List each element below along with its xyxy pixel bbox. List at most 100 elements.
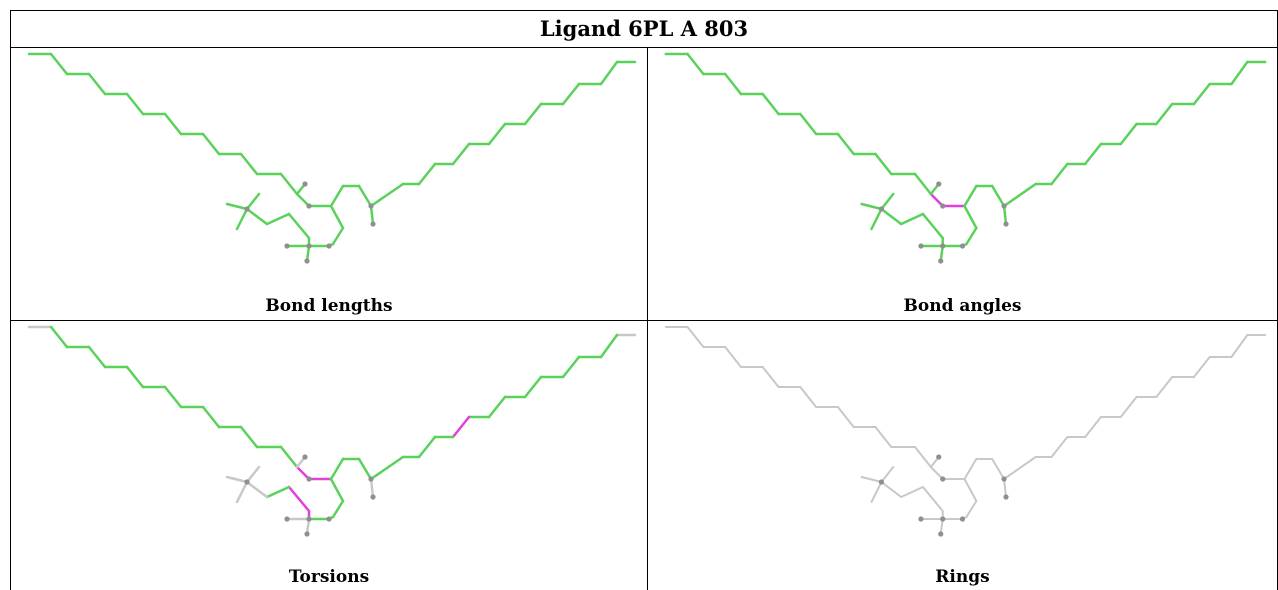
bond — [874, 152, 893, 176]
atom — [1003, 494, 1009, 500]
molecule-bond-angles — [664, 52, 1267, 264]
bond — [245, 192, 261, 211]
bond — [1003, 456, 1037, 480]
atom — [284, 243, 290, 249]
panel-rings: Rings — [648, 321, 1277, 590]
bond — [1119, 396, 1138, 418]
bond — [201, 132, 221, 156]
bond — [125, 365, 145, 389]
bond — [49, 52, 69, 76]
bond — [239, 152, 259, 176]
bond — [1230, 334, 1249, 358]
bond — [523, 375, 543, 399]
bond — [245, 465, 261, 484]
atom — [326, 516, 332, 522]
bond — [295, 465, 311, 481]
bond — [279, 172, 299, 196]
bond — [49, 325, 69, 349]
atom — [938, 531, 944, 537]
bond — [914, 446, 932, 468]
bond — [799, 386, 818, 408]
bond — [965, 500, 978, 518]
bond — [1192, 82, 1211, 106]
atom — [1003, 221, 1009, 227]
atom — [302, 454, 308, 460]
bond — [163, 385, 183, 409]
bond — [357, 457, 373, 481]
bond — [963, 478, 978, 502]
bond — [761, 92, 780, 116]
bond — [880, 481, 903, 498]
bond — [799, 112, 818, 136]
bond — [1002, 204, 1008, 226]
bond — [357, 184, 373, 208]
atom — [936, 454, 942, 460]
atom — [878, 479, 885, 485]
bond — [87, 345, 107, 369]
bond — [1003, 478, 1008, 498]
caption-rings: Rings — [935, 567, 990, 587]
atom — [284, 516, 290, 522]
bond — [265, 485, 291, 499]
bond — [1002, 182, 1037, 208]
bond — [523, 102, 543, 126]
atom — [304, 258, 310, 264]
atom — [326, 243, 332, 249]
bond — [991, 458, 1006, 480]
atom — [302, 181, 308, 187]
bond — [1230, 60, 1249, 86]
bond — [279, 445, 299, 469]
bond — [990, 184, 1006, 208]
atom — [938, 258, 944, 264]
bond — [836, 406, 855, 428]
atom — [940, 516, 946, 522]
border-row-mid — [10, 320, 1278, 321]
bond — [235, 480, 249, 504]
atom — [918, 516, 924, 522]
bond — [245, 207, 269, 226]
bond — [921, 486, 944, 512]
bond — [870, 481, 883, 503]
bond — [929, 192, 944, 208]
border-col-mid — [647, 47, 648, 590]
atom — [1001, 203, 1007, 209]
bond — [265, 212, 291, 226]
atom — [370, 221, 376, 227]
bond — [899, 212, 925, 226]
bond — [329, 204, 345, 230]
bond — [1050, 162, 1069, 186]
bond — [239, 425, 259, 449]
bond — [900, 486, 924, 498]
bond — [1192, 356, 1211, 378]
bond — [235, 207, 249, 231]
bond — [860, 202, 883, 211]
bond — [723, 72, 743, 96]
bond — [331, 499, 345, 519]
bond — [1084, 416, 1102, 438]
caption-bond-angles: Bond angles — [903, 296, 1022, 316]
bond — [874, 426, 893, 448]
bond — [329, 477, 345, 503]
atom — [304, 531, 310, 537]
bond — [87, 72, 107, 96]
bond — [761, 366, 780, 388]
bond — [963, 204, 978, 230]
atom — [244, 479, 250, 485]
border-left — [10, 10, 11, 590]
atom — [370, 494, 376, 500]
bond — [724, 346, 742, 368]
bond — [201, 405, 221, 429]
bond — [1050, 436, 1069, 458]
bond — [487, 122, 507, 146]
bond — [487, 395, 507, 419]
bond — [929, 466, 944, 480]
bond — [369, 204, 375, 226]
atom — [878, 206, 885, 212]
bond — [451, 415, 471, 439]
molecule-torsions — [27, 325, 637, 537]
bond — [369, 477, 375, 499]
bond — [561, 355, 581, 379]
bond — [880, 192, 895, 211]
bond — [686, 52, 705, 76]
bond — [369, 182, 405, 208]
